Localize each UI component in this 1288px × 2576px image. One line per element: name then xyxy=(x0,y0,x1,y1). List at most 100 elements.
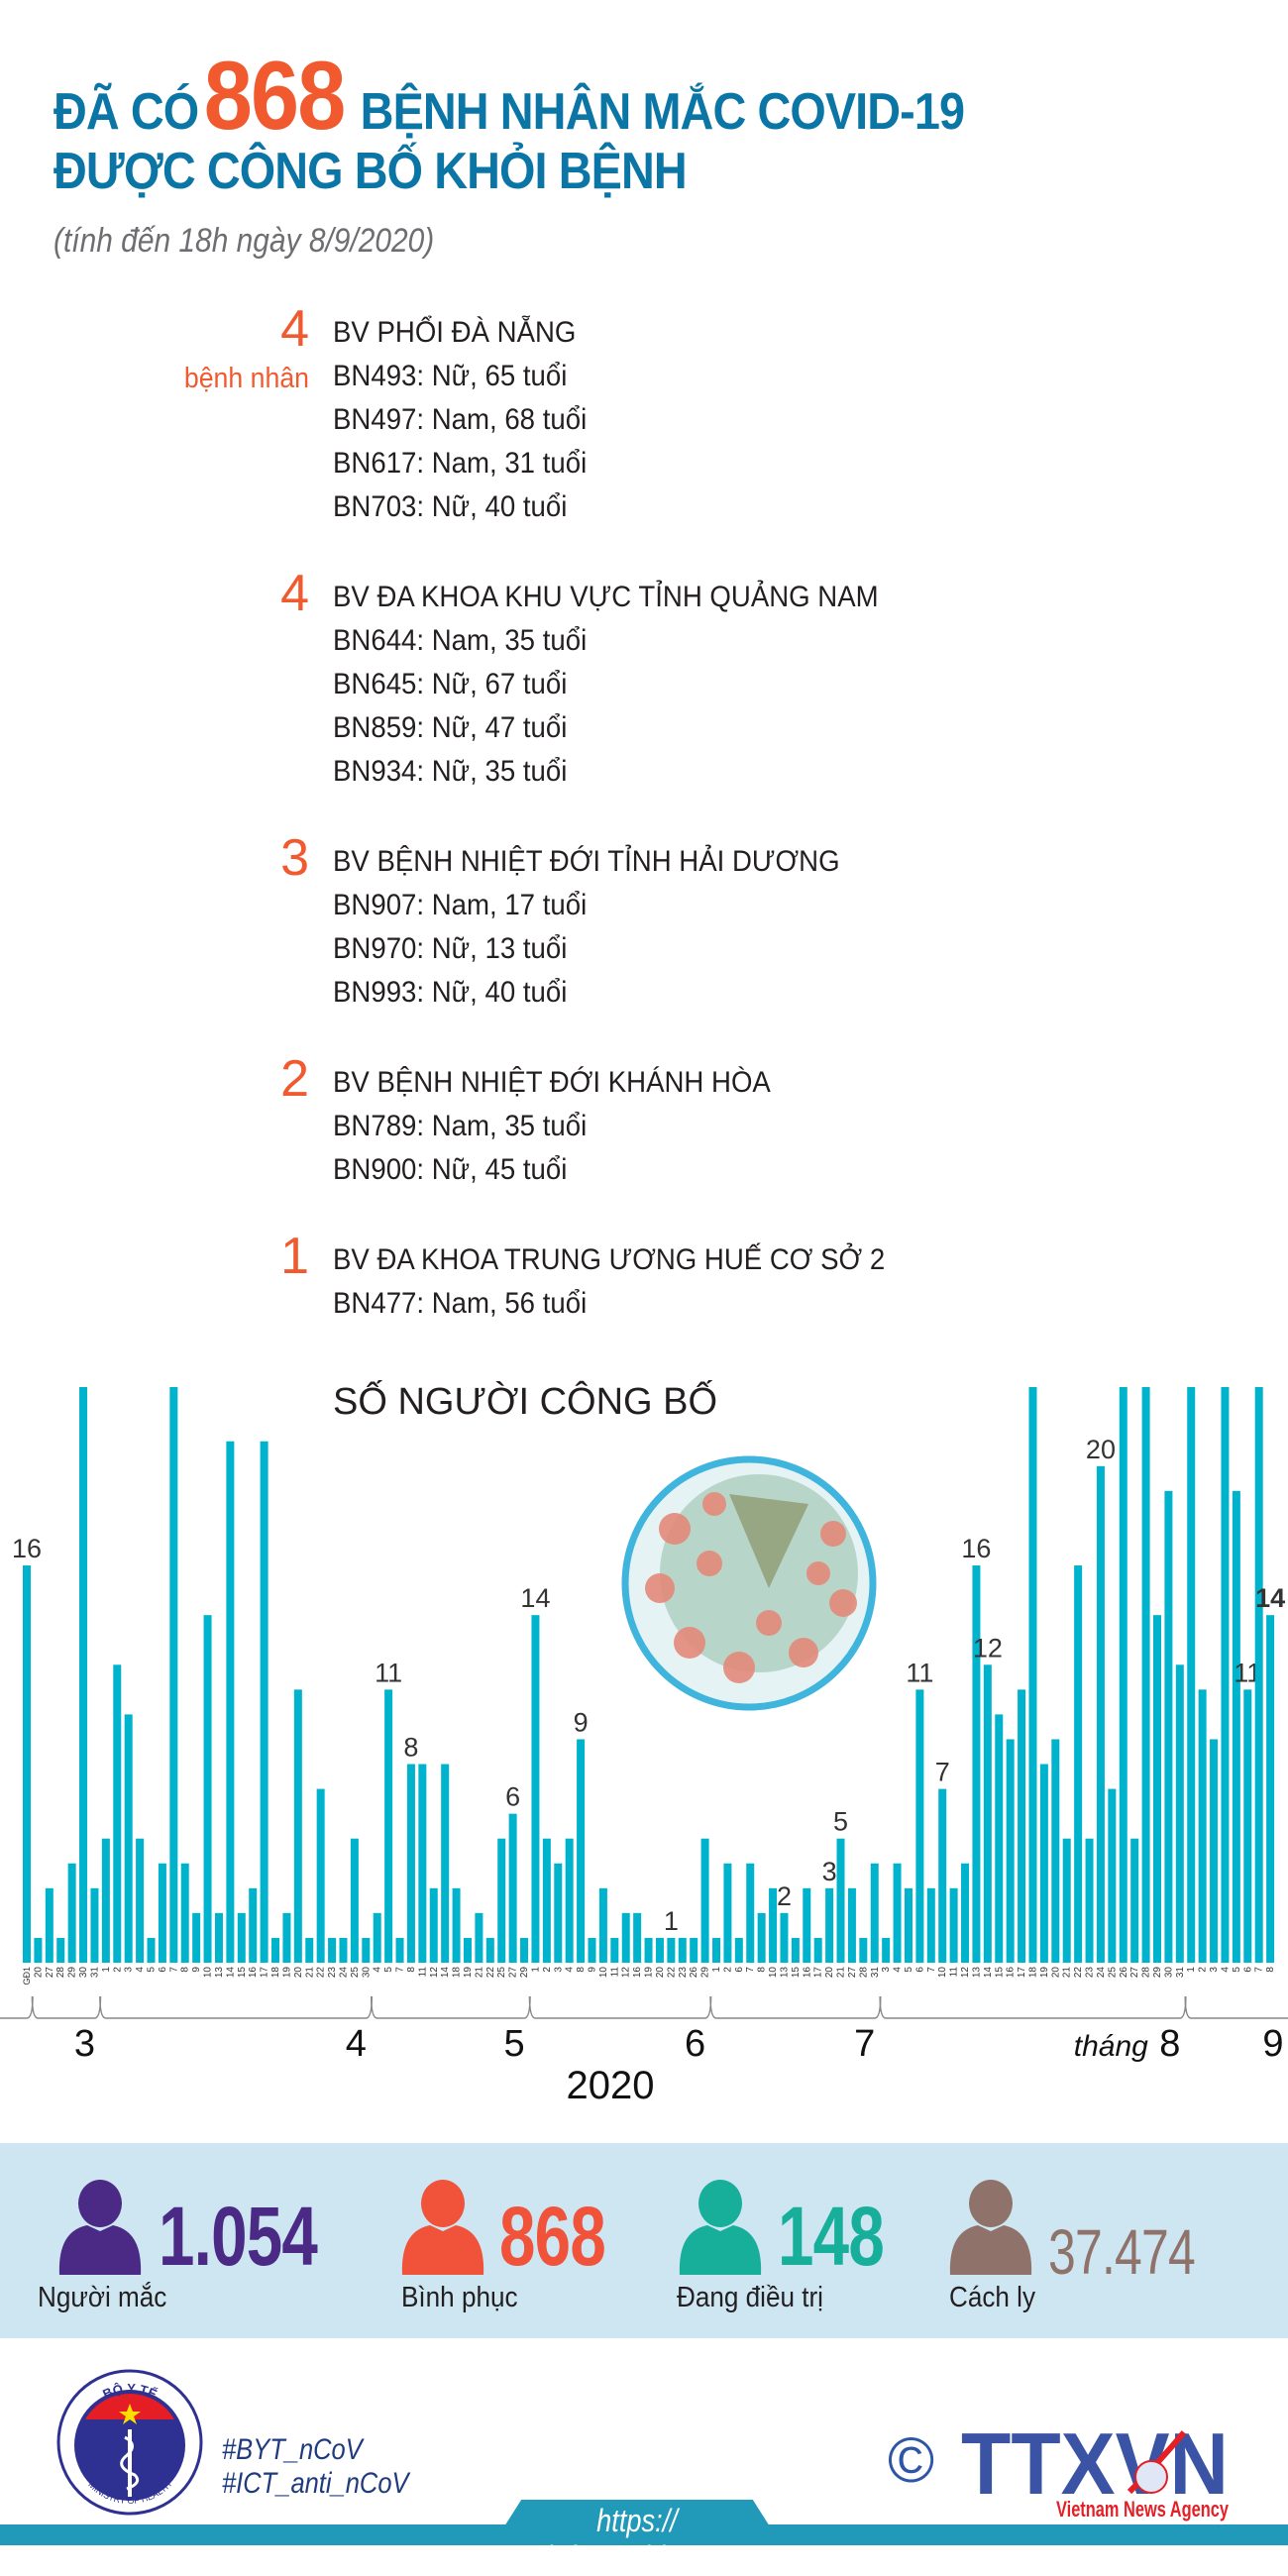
tick-label: 4 xyxy=(565,1967,576,1973)
bar xyxy=(90,1887,99,1963)
tick-label: 16 xyxy=(802,1967,812,1979)
tick-label: 12 xyxy=(429,1967,440,1979)
hospital-name: BV BỆNH NHIỆT ĐỚI KHÁNH HÒA xyxy=(333,1066,771,1099)
bar xyxy=(1130,1838,1139,1963)
bar xyxy=(1266,1615,1275,1963)
tick-label: 7 xyxy=(395,1967,406,1973)
patient-item: BN970: Nữ, 13 tuổi xyxy=(333,932,568,965)
value-label: 14 xyxy=(1255,1583,1285,1613)
tick-label: 26 xyxy=(689,1967,699,1979)
bar xyxy=(1232,1490,1240,1963)
value-label: 2 xyxy=(777,1881,792,1911)
bar xyxy=(362,1937,371,1963)
value-label: 14 xyxy=(520,1583,550,1613)
tick-label: 2 xyxy=(112,1967,123,1973)
bar xyxy=(180,1863,189,1963)
bar xyxy=(803,1887,811,1963)
value-label: 16 xyxy=(961,1534,991,1563)
stat-value: 37.474 xyxy=(1048,2216,1196,2288)
bar xyxy=(1221,1387,1230,1963)
patient-unit: bệnh nhân xyxy=(183,363,309,394)
value-label: 1 xyxy=(664,1906,679,1936)
tick-label: 31 xyxy=(89,1967,100,1979)
bar xyxy=(995,1714,1004,1963)
bar xyxy=(757,1912,766,1963)
bar xyxy=(1141,1387,1150,1963)
bar xyxy=(350,1838,359,1963)
ttxvn-logo: TTXVN Vietnam News Agency xyxy=(961,2422,1230,2522)
website-link[interactable]: https:// infographics.vn xyxy=(546,2503,728,2575)
bar xyxy=(429,1887,438,1963)
value-label: 16 xyxy=(12,1534,42,1563)
bar xyxy=(497,1838,506,1963)
page-title-line-1: ĐÃ CÓ868 BỆNH NHÂN MẮC COVID-19 xyxy=(54,40,965,152)
bar xyxy=(485,1937,494,1963)
bar xyxy=(542,1838,551,1963)
bar xyxy=(1254,1387,1263,1963)
bar xyxy=(1028,1387,1037,1963)
hashtag: #ICT_anti_nCoV xyxy=(222,2467,409,2500)
tick-label: 1 xyxy=(101,1967,112,1973)
bar xyxy=(475,1912,483,1963)
bar xyxy=(339,1937,348,1963)
bar xyxy=(1187,1387,1196,1963)
tick-label: 14 xyxy=(983,1967,994,1979)
tick-label: 10 xyxy=(203,1967,214,1979)
patient-item: BN934: Nữ, 35 tuổi xyxy=(333,755,568,788)
tick-label: 21 xyxy=(836,1967,847,1979)
bar xyxy=(769,1887,778,1963)
patient-count: 2 xyxy=(280,1050,309,1108)
patient-item: BN900: Nữ, 45 tuổi xyxy=(333,1153,568,1186)
month-label: 6 xyxy=(685,2023,705,2065)
stat-value: 868 xyxy=(499,2190,606,2283)
bar xyxy=(780,1912,789,1963)
tick-label: 8 xyxy=(406,1967,417,1973)
bar xyxy=(1096,1465,1105,1963)
tick-label: 27 xyxy=(847,1967,858,1979)
tick-label: 11 xyxy=(949,1967,960,1978)
recoveries-bar-chart: GĐ11620272829303031312345672689101314151… xyxy=(0,1387,1288,2107)
ministry-of-health-logo: BỘ Y TẾ MINISTRY OF HEALTH xyxy=(56,2369,203,2516)
person-icon xyxy=(949,2180,1032,2275)
tick-label: 4 xyxy=(135,1967,146,1973)
patient-count: 1 xyxy=(280,1228,309,1285)
bar xyxy=(395,1937,404,1963)
tick-label: 5 xyxy=(383,1967,394,1973)
month-label: 4 xyxy=(346,2023,367,2065)
bar xyxy=(847,1887,856,1963)
tick-label: 21 xyxy=(474,1967,484,1979)
tick-label: 1 xyxy=(530,1967,541,1973)
bar xyxy=(226,1441,235,1963)
stat-value: 148 xyxy=(778,2190,885,2283)
tick-label: 3 xyxy=(881,1967,892,1973)
bar xyxy=(79,1387,88,1963)
bar xyxy=(949,1887,958,1963)
patient-count: 3 xyxy=(280,829,309,887)
chart-title: SỐ NGƯỜI CÔNG BỐ xyxy=(333,1381,718,1423)
copyright-icon: © xyxy=(888,2424,935,2496)
bar xyxy=(723,1863,732,1963)
tick-label: 29 xyxy=(700,1967,711,1979)
tick-label: 29 xyxy=(67,1967,78,1979)
bar xyxy=(700,1838,709,1963)
month-bracket xyxy=(370,1995,531,2019)
bar xyxy=(1243,1689,1252,1963)
tick-label: 10 xyxy=(598,1967,609,1979)
bar xyxy=(1198,1689,1207,1963)
tick-label: 27 xyxy=(1129,1967,1140,1979)
tick-label: 20 xyxy=(824,1967,835,1979)
bar xyxy=(214,1912,223,1963)
tick-label: 31 xyxy=(870,1967,881,1979)
value-label: 20 xyxy=(1086,1435,1116,1464)
bar xyxy=(406,1764,415,1963)
hospital-name: BV PHỔI ĐÀ NẴNG xyxy=(333,316,577,349)
tick-label: 22 xyxy=(316,1967,327,1979)
month-bracket xyxy=(31,1995,102,2019)
tick-label: 26 xyxy=(1119,1967,1129,1979)
bar xyxy=(1006,1739,1015,1963)
bar xyxy=(1051,1739,1060,1963)
page-title-line-2: ĐƯỢC CÔNG BỐ KHỎI BỆNH xyxy=(54,143,688,200)
tick-label: 27 xyxy=(45,1967,55,1979)
value-label: 8 xyxy=(403,1733,418,1763)
bar xyxy=(316,1788,325,1963)
